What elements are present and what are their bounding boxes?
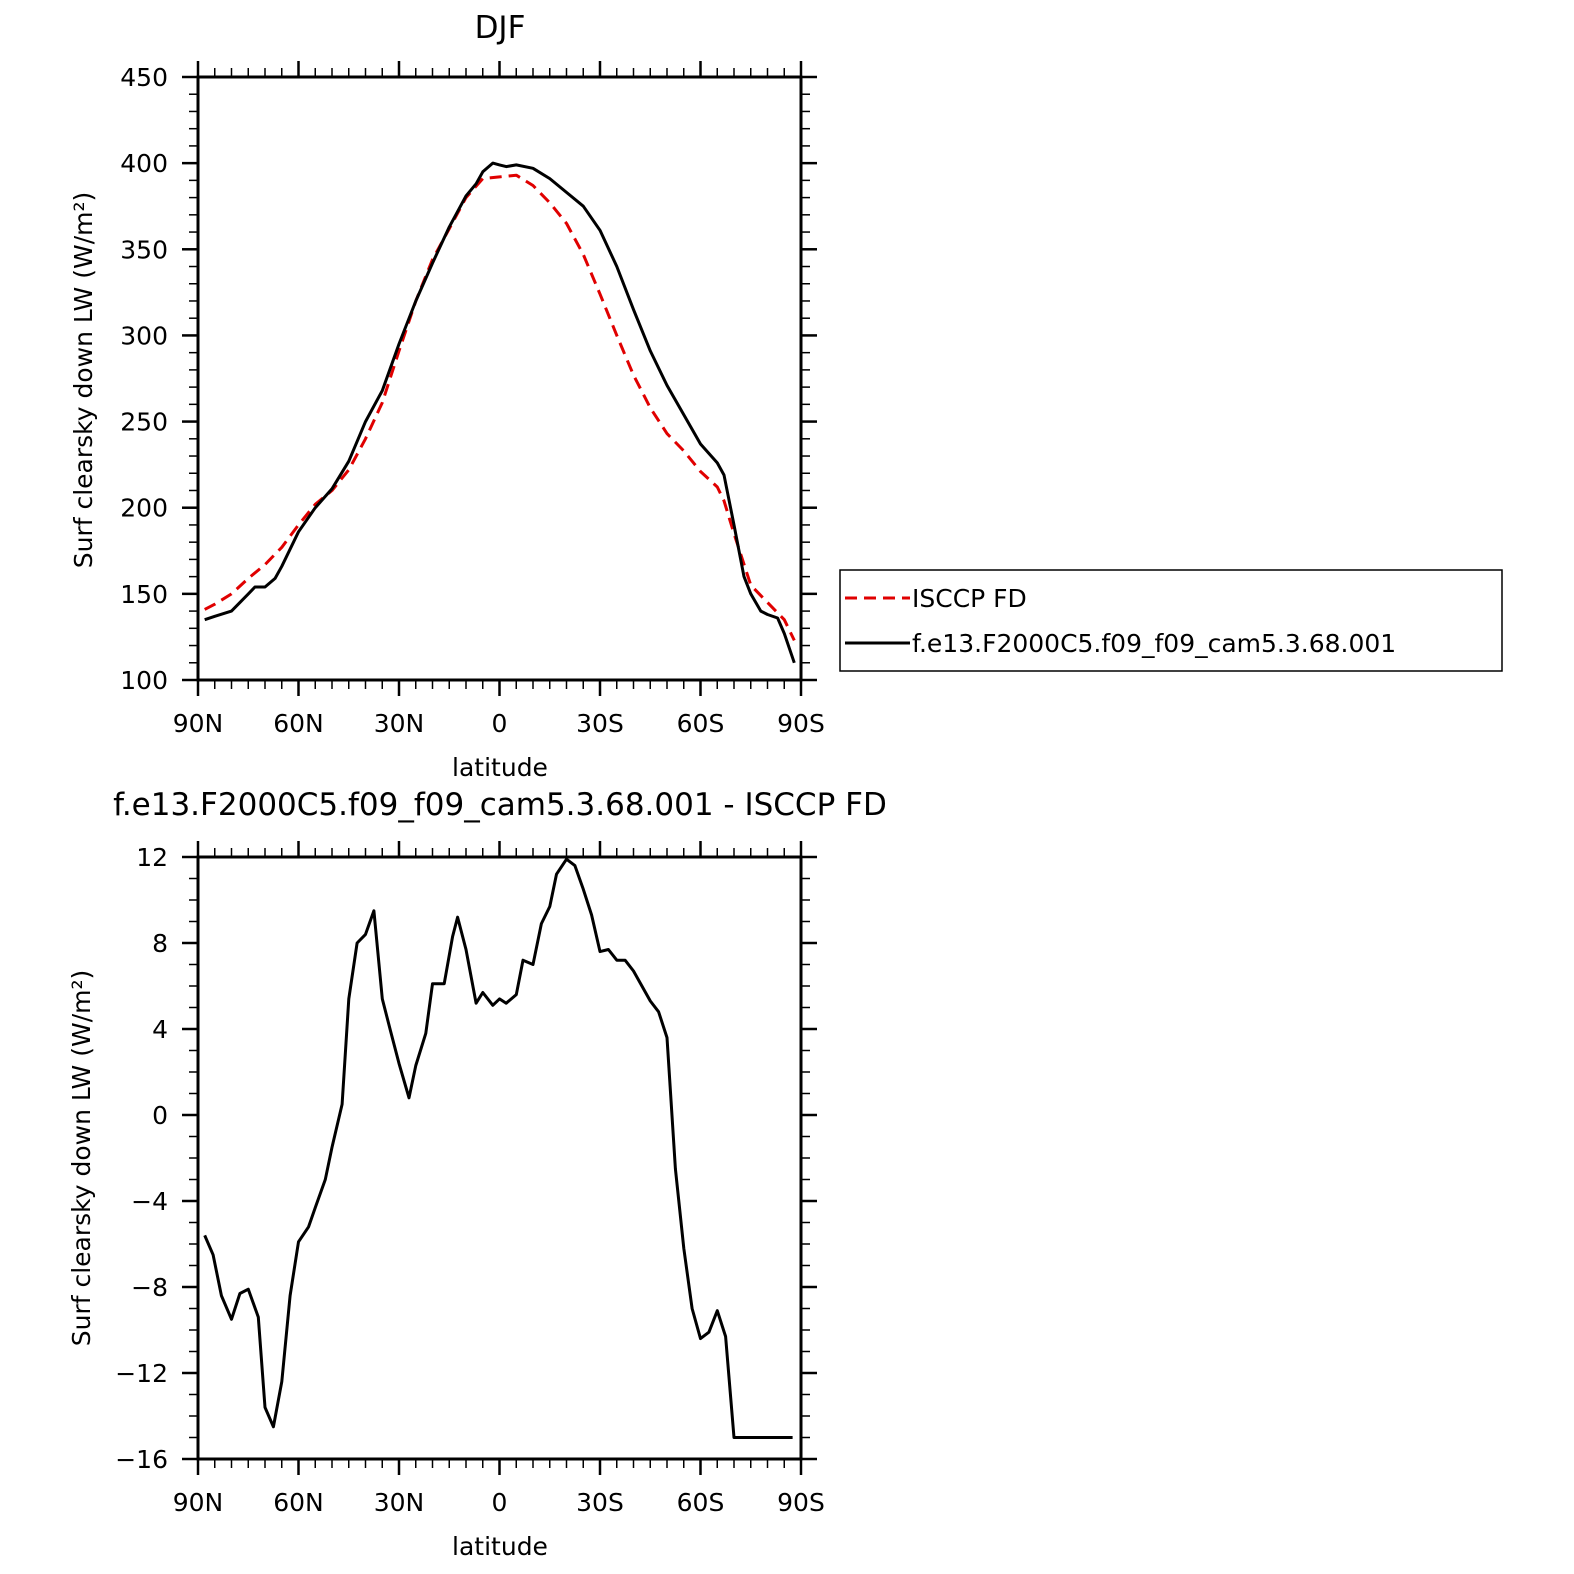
- x-tick-label: 60N: [273, 709, 324, 738]
- y-tick-label: 150: [120, 580, 168, 609]
- top-panel-series: [204, 161, 796, 664]
- y-tick-label: 300: [120, 321, 168, 350]
- y-tick-label: 12: [136, 843, 168, 872]
- bottom-panel-y-axis-label: Surf clearsky down LW (W/m²): [67, 970, 96, 1347]
- top-panel-x-axis-label: latitude: [452, 753, 548, 782]
- top-panel-x-tick-labels: 90N 60N 30N 0 30S 60S 90S: [173, 709, 825, 738]
- y-tick-label: 350: [120, 235, 168, 264]
- y-tick-label: 0: [152, 1101, 168, 1130]
- bottom-panel-plot-frame: [196, 855, 803, 1461]
- x-tick-label: 0: [492, 709, 508, 738]
- y-tick-label: −16: [115, 1445, 168, 1474]
- top-panel-y-tick-labels: 100 150 200 250 300 350 400 450: [120, 63, 168, 695]
- legend-entry-model: f.e13.F2000C5.f09_f09_cam5.3.68.001: [912, 629, 1396, 658]
- x-tick-label: 30S: [576, 709, 624, 738]
- series-line-isccp-fd: [204, 173, 796, 642]
- x-tick-label: 90S: [777, 1488, 825, 1517]
- bottom-panel-x-tick-labels: 90N 60N 30N 0 30S 60S 90S: [173, 1488, 825, 1517]
- y-tick-label: −12: [115, 1359, 168, 1388]
- bottom-panel-x-axis-label: latitude: [452, 1532, 548, 1561]
- y-tick-label: 450: [120, 63, 168, 92]
- series-line-f-e13-f2000c5-f09-f09-cam5-3-68-001: [204, 161, 796, 664]
- top-panel-plot-frame: [196, 75, 803, 682]
- top-panel-title: DJF: [475, 10, 526, 46]
- top-panel: DJF 100 150 200 250 300 350 400 450 90N 60N 30N 0 3…: [69, 10, 1503, 782]
- x-tick-label: 90S: [777, 709, 825, 738]
- legend: ISCCP FD f.e13.F2000C5.f09_f09_cam5.3.68…: [839, 569, 1503, 672]
- top-panel-y-axis-label: Surf clearsky down LW (W/m²): [69, 192, 98, 569]
- y-tick-label: 400: [120, 149, 168, 178]
- bottom-panel-title: f.e13.F2000C5.f09_f09_cam5.3.68.001 - IS…: [113, 787, 887, 823]
- x-tick-label: 30N: [374, 1488, 425, 1517]
- x-tick-label: 60S: [677, 1488, 725, 1517]
- y-tick-label: 200: [120, 494, 168, 523]
- y-tick-label: 250: [120, 408, 168, 437]
- bottom-panel-series: [203, 857, 793, 1439]
- x-tick-label: 30S: [576, 1488, 624, 1517]
- legend-box: [839, 569, 1503, 672]
- series-line-diff-0: [203, 857, 793, 1439]
- y-tick-label: 8: [152, 929, 168, 958]
- bottom-panel: f.e13.F2000C5.f09_f09_cam5.3.68.001 - IS…: [67, 787, 887, 1561]
- x-tick-label: 60S: [677, 709, 725, 738]
- legend-entry-isccp: ISCCP FD: [912, 584, 1027, 613]
- x-tick-label: 90N: [173, 1488, 224, 1517]
- x-tick-label: 60N: [273, 1488, 324, 1517]
- bottom-panel-y-tick-labels: −16 −12 −8 −4 0 4 8 12: [115, 843, 168, 1474]
- x-tick-label: 0: [492, 1488, 508, 1517]
- y-tick-label: −8: [131, 1273, 168, 1302]
- bottom-panel-ticks: [182, 841, 817, 1475]
- x-tick-label: 30N: [374, 709, 425, 738]
- y-tick-label: 4: [152, 1015, 168, 1044]
- y-tick-label: −4: [131, 1187, 168, 1216]
- x-tick-label: 90N: [173, 709, 224, 738]
- y-tick-label: 100: [120, 666, 168, 695]
- top-panel-ticks: [182, 61, 817, 696]
